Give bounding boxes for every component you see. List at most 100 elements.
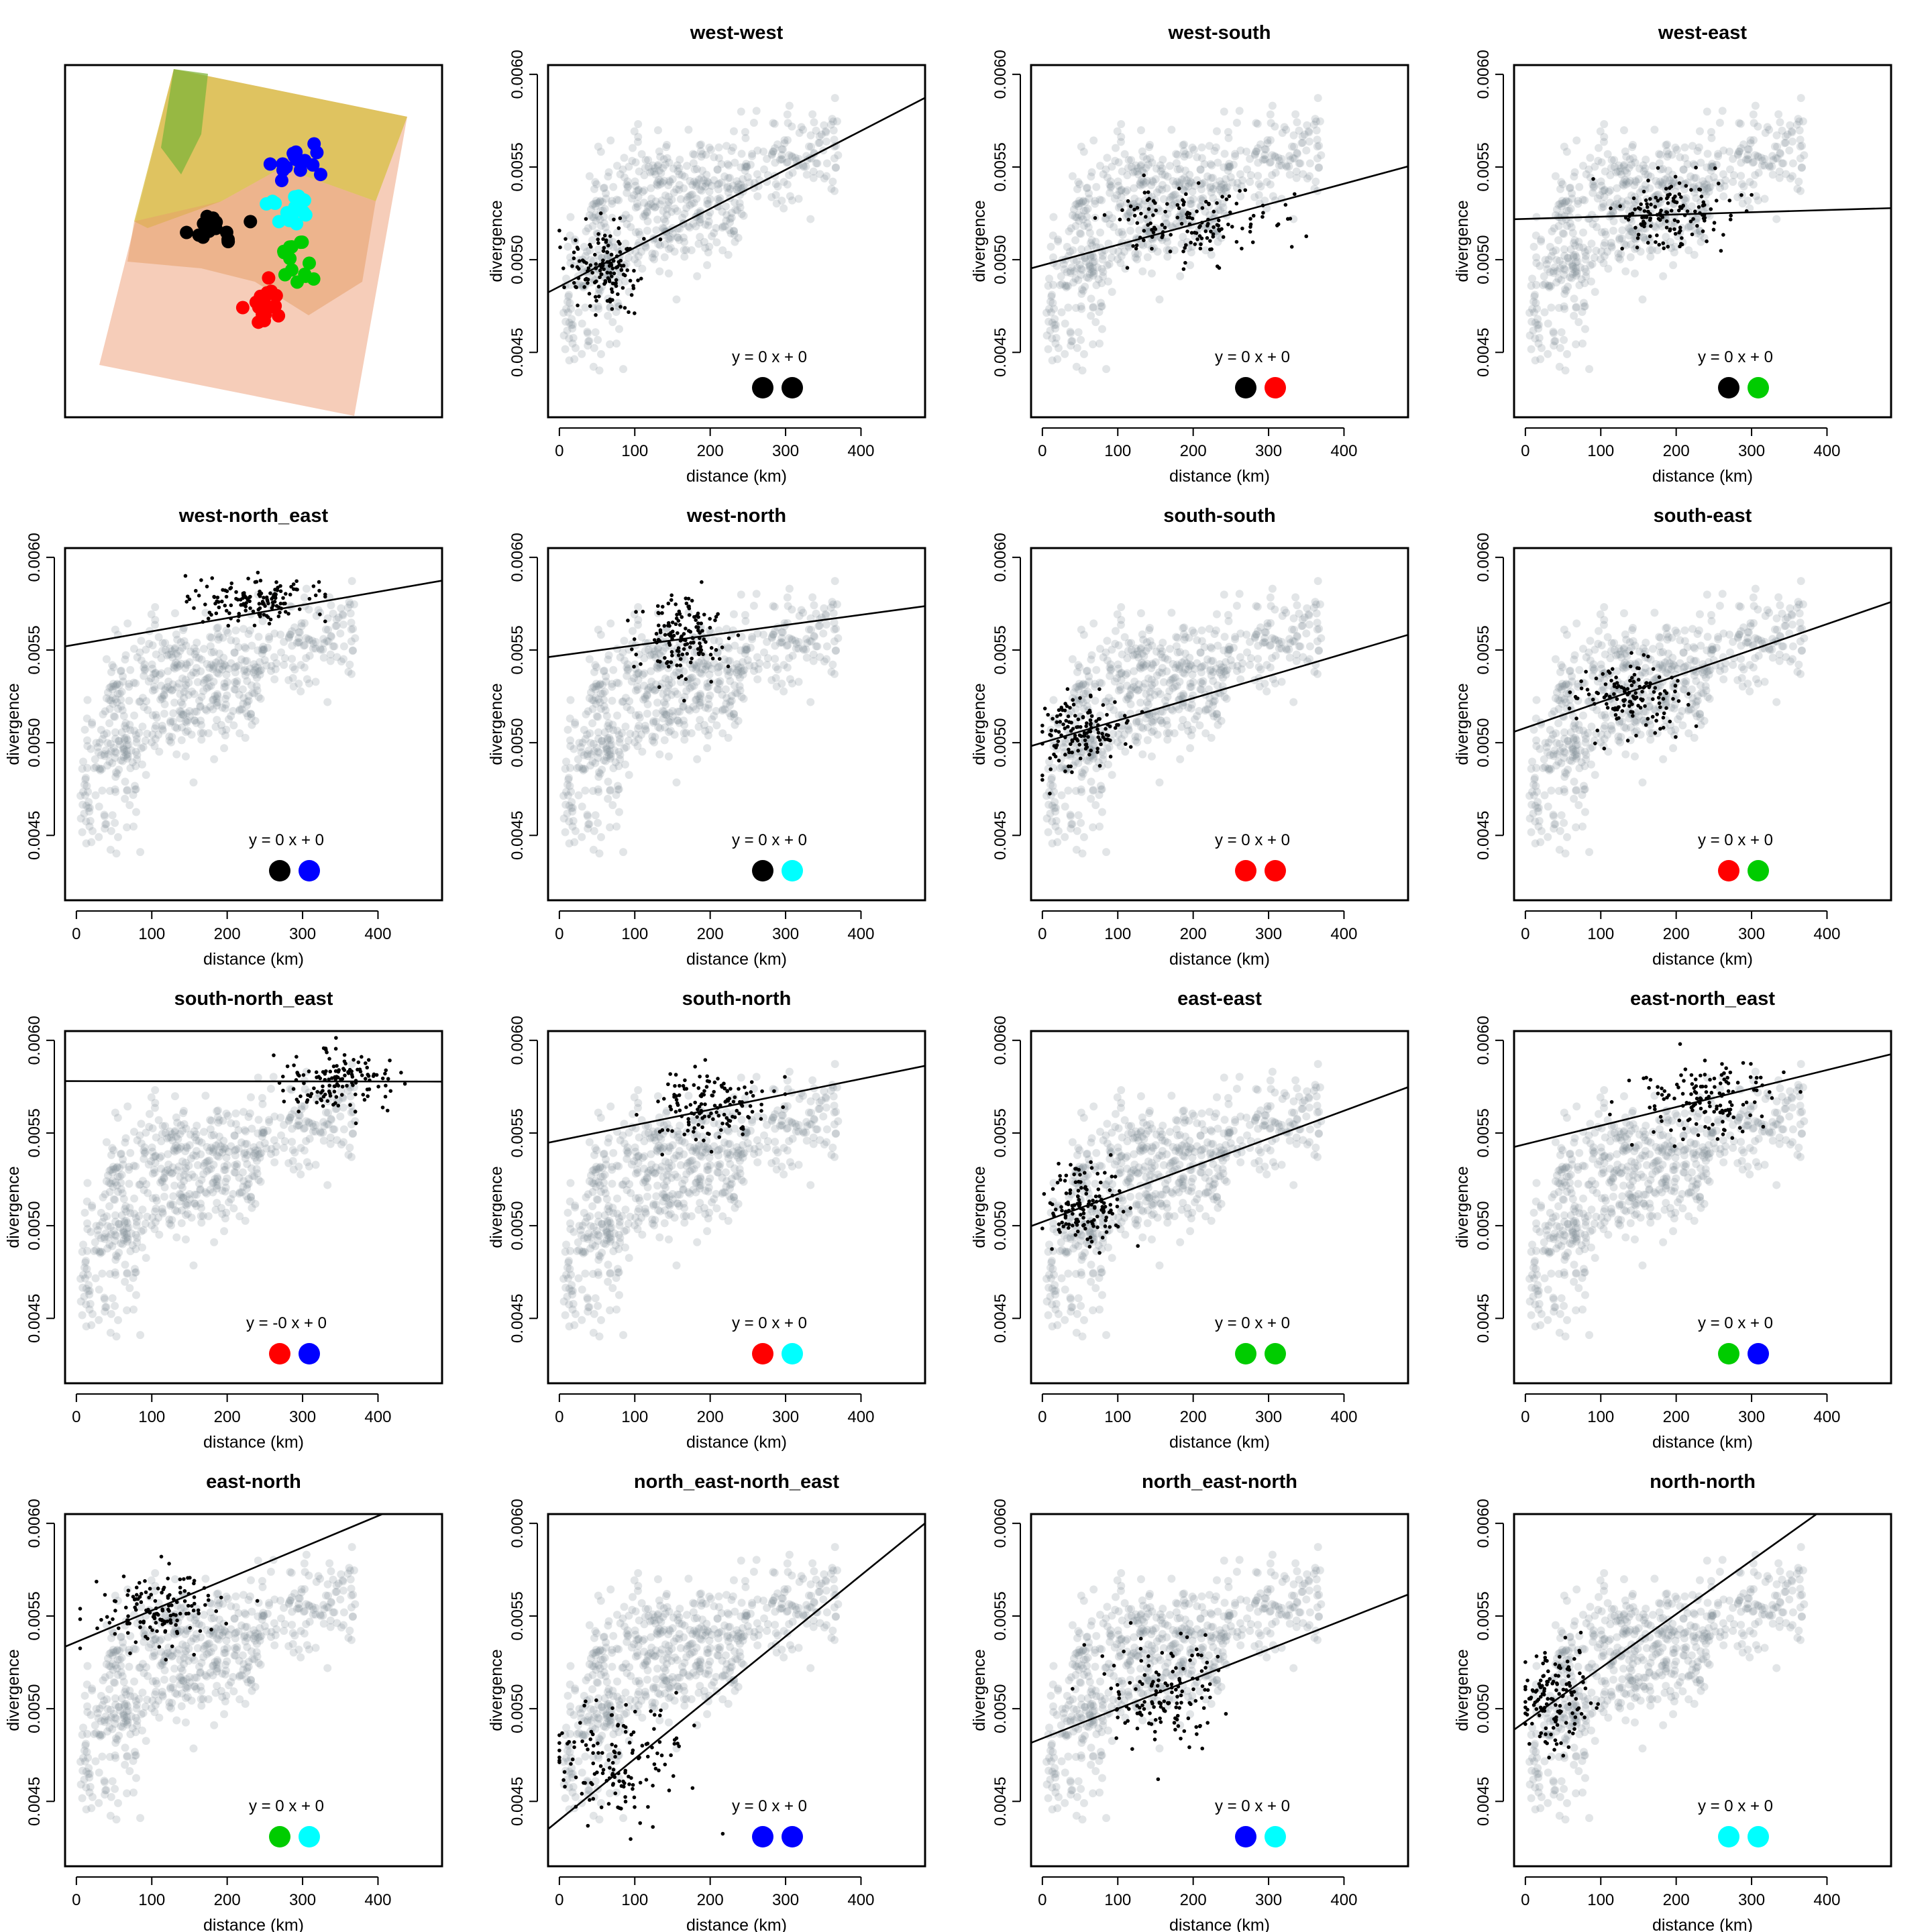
- cloud-point: [1550, 337, 1559, 345]
- cloud-point: [237, 655, 246, 664]
- cloud-point: [1630, 234, 1639, 243]
- cloud-point: [1567, 274, 1576, 282]
- cloud-point: [1111, 639, 1120, 648]
- cloud-point: [254, 693, 263, 702]
- focus-point: [574, 284, 578, 289]
- cloud-point: [231, 678, 239, 686]
- cloud-point: [301, 641, 309, 649]
- cloud-point: [1703, 163, 1711, 172]
- cloud-point: [1103, 637, 1112, 645]
- focus-point: [616, 260, 621, 264]
- cloud-point: [575, 739, 584, 747]
- focus-points: [626, 580, 741, 703]
- cloud-point: [704, 248, 712, 257]
- cloud-point: [111, 785, 119, 794]
- focus-point: [1134, 243, 1139, 248]
- cloud-point: [586, 688, 595, 697]
- cloud-point: [1049, 299, 1057, 307]
- cloud-point: [1112, 144, 1120, 152]
- cloud-point: [1179, 701, 1187, 710]
- cloud-point: [567, 305, 576, 313]
- cloud-point: [802, 653, 811, 662]
- cloud-point: [95, 764, 103, 773]
- cloud-point: [1077, 305, 1086, 313]
- cloud-point: [654, 643, 663, 652]
- cloud-point: [1071, 274, 1080, 283]
- cloud-point: [1149, 716, 1158, 725]
- cloud-point: [1571, 241, 1580, 250]
- focus-point: [1648, 197, 1652, 201]
- cloud-point: [651, 203, 660, 211]
- focus-point: [1177, 186, 1181, 191]
- cloud-point: [123, 619, 132, 628]
- cloud-point: [638, 747, 647, 756]
- cloud-point: [685, 192, 694, 201]
- cloud-point: [193, 639, 201, 647]
- cloud-point: [106, 739, 115, 748]
- cloud-point: [1631, 198, 1640, 207]
- cloud-point: [1658, 222, 1666, 231]
- cloud-point: [1260, 634, 1269, 643]
- cloud-point: [777, 145, 786, 154]
- cloud-point: [608, 720, 617, 729]
- focus-point: [698, 631, 702, 635]
- cloud-point: [559, 814, 568, 823]
- focus-point: [1648, 234, 1652, 239]
- cloud-point: [1528, 305, 1537, 313]
- cloud-point: [1099, 268, 1108, 276]
- cloud-point: [637, 150, 646, 158]
- cloud-point: [288, 627, 297, 635]
- cloud-point: [1778, 159, 1786, 168]
- focus-point: [677, 609, 682, 614]
- cloud-point: [262, 661, 271, 670]
- cloud-point: [214, 623, 223, 632]
- cloud-point: [1578, 195, 1587, 204]
- cloud-point: [809, 657, 818, 665]
- cloud-point: [1256, 665, 1265, 674]
- cloud-point: [1298, 615, 1307, 624]
- focus-point: [1698, 187, 1703, 192]
- cloud-point: [588, 201, 597, 209]
- focus-point: [1216, 223, 1221, 228]
- cloud-point: [656, 200, 665, 209]
- cloud-point: [327, 601, 335, 610]
- cloud-point: [1186, 679, 1195, 688]
- cloud-point: [1315, 163, 1324, 172]
- cloud-point: [668, 229, 677, 237]
- cloud-point: [596, 215, 604, 223]
- cloud-point: [803, 639, 812, 647]
- cloud-point: [128, 758, 137, 767]
- focus-point: [588, 245, 593, 249]
- cloud-point: [1558, 260, 1567, 269]
- cloud-point: [566, 696, 575, 704]
- cloud-point: [250, 689, 259, 698]
- cloud-point: [242, 657, 251, 665]
- cloud-point: [205, 682, 213, 691]
- cloud-point: [1118, 227, 1126, 236]
- focus-point: [1070, 739, 1075, 743]
- cloud-point: [250, 666, 259, 675]
- cloud-point: [1134, 197, 1143, 206]
- cloud-point: [197, 667, 205, 676]
- cloud-point: [737, 150, 746, 158]
- cloud-point: [272, 659, 281, 667]
- cloud-point: [1183, 720, 1191, 729]
- cloud-point: [1209, 194, 1218, 203]
- cloud-point: [259, 643, 268, 651]
- focus-point: [678, 663, 683, 667]
- cloud-point: [592, 682, 601, 691]
- cloud-point: [1114, 711, 1123, 720]
- cloud-point: [1123, 654, 1132, 663]
- cloud-point: [80, 725, 89, 734]
- cloud-point: [604, 655, 612, 664]
- cloud-point: [657, 196, 666, 205]
- cloud-point: [160, 691, 168, 700]
- cloud-point: [622, 743, 631, 751]
- cloud-point: [132, 738, 141, 747]
- cloud-point: [603, 722, 612, 731]
- cloud-point: [782, 158, 791, 167]
- y-tick-label: 0.0045: [25, 811, 44, 860]
- cloud-point: [692, 164, 701, 173]
- cloud-point: [696, 690, 704, 698]
